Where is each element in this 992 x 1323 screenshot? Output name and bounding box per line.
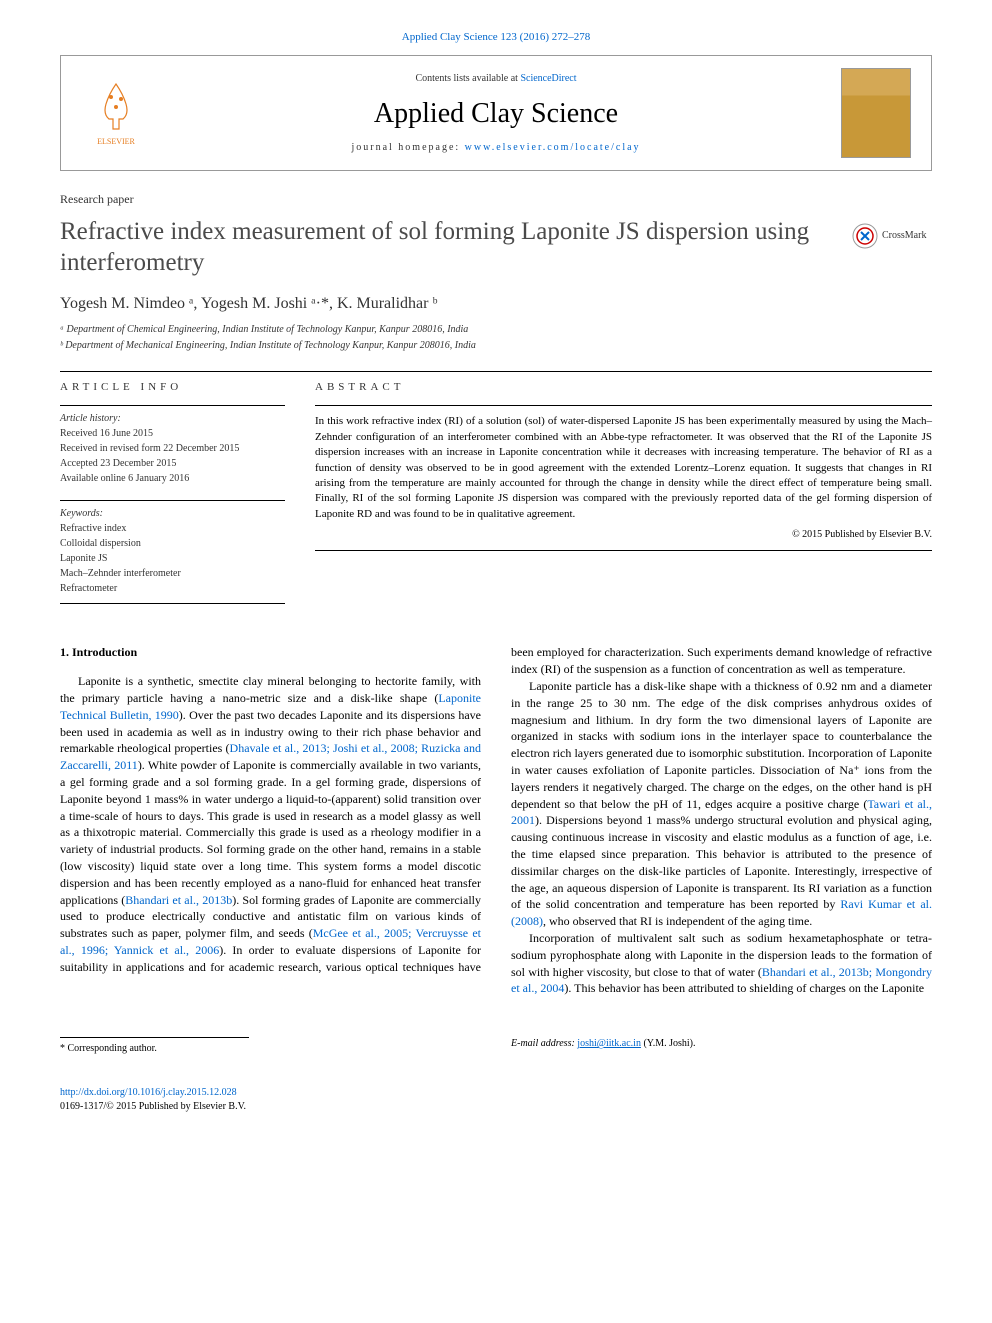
affiliation-b: ᵇ Department of Mechanical Engineering, … <box>60 339 932 353</box>
corresponding-author: * Corresponding author. <box>60 1042 249 1056</box>
doi-link[interactable]: http://dx.doi.org/10.1016/j.clay.2015.12… <box>60 1087 237 1098</box>
journal-reference: Applied Clay Science 123 (2016) 272–278 <box>60 30 932 45</box>
keyword: Refractometer <box>60 582 285 596</box>
body-text: ). This behavior has been attributed to … <box>564 981 924 995</box>
abstract-text: In this work refractive index (RI) of a … <box>315 405 932 522</box>
doi-block: http://dx.doi.org/10.1016/j.clay.2015.12… <box>60 1086 932 1114</box>
email-author: (Y.M. Joshi). <box>641 1038 696 1049</box>
abstract-copyright: © 2015 Published by Elsevier B.V. <box>315 528 932 551</box>
journal-homepage: journal homepage: www.elsevier.com/locat… <box>151 141 841 155</box>
intro-paragraph-2: Laponite particle has a disk-like shape … <box>511 678 932 930</box>
crossmark-label: CrossMark <box>882 229 926 243</box>
history-revised: Received in revised form 22 December 201… <box>60 442 285 456</box>
intro-heading: 1. Introduction <box>60 644 481 661</box>
keyword: Colloidal dispersion <box>60 537 285 551</box>
homepage-label: journal homepage: <box>351 142 464 153</box>
contents-text: Contents lists available at <box>415 73 520 84</box>
journal-title: Applied Clay Science <box>151 94 841 133</box>
intro-paragraph-3: Incorporation of multivalent salt such a… <box>511 930 932 997</box>
article-body: 1. Introduction Laponite is a synthetic,… <box>60 644 932 997</box>
article-type: Research paper <box>60 191 932 208</box>
journal-cover-thumbnail <box>841 68 911 158</box>
sciencedirect-link[interactable]: ScienceDirect <box>520 73 576 84</box>
history-accepted: Accepted 23 December 2015 <box>60 457 285 471</box>
body-text: , who observed that RI is independent of… <box>543 914 812 928</box>
elsevier-tree-icon <box>91 79 141 134</box>
homepage-link[interactable]: www.elsevier.com/locate/clay <box>465 142 641 153</box>
history-online: Available online 6 January 2016 <box>60 472 285 486</box>
crossmark-icon <box>852 223 878 249</box>
publisher-logo: ELSEVIER <box>81 73 151 153</box>
history-received: Received 16 June 2015 <box>60 427 285 441</box>
journal-header: ELSEVIER Contents lists available at Sci… <box>60 55 932 171</box>
citation-link[interactable]: Bhandari et al., 2013b <box>125 893 232 907</box>
contents-line: Contents lists available at ScienceDirec… <box>151 72 841 86</box>
keywords-block: Keywords: Refractive index Colloidal dis… <box>60 500 285 604</box>
email-line: E-mail address: joshi@iitk.ac.in (Y.M. J… <box>511 1037 700 1051</box>
article-history: Article history: Received 16 June 2015 R… <box>60 405 285 486</box>
keyword: Mach–Zehnder interferometer <box>60 567 285 581</box>
body-text: ). White powder of Laponite is commercia… <box>60 758 481 906</box>
affiliations: ᵃ Department of Chemical Engineering, In… <box>60 323 932 353</box>
crossmark-badge[interactable]: CrossMark <box>852 216 932 256</box>
abstract-label: ABSTRACT <box>315 380 932 395</box>
issn-copyright: 0169-1317/© 2015 Published by Elsevier B… <box>60 1100 932 1114</box>
article-title: Refractive index measurement of sol form… <box>60 216 832 279</box>
keywords-label: Keywords: <box>60 507 285 521</box>
body-text: Laponite is a synthetic, smectite clay m… <box>60 674 481 705</box>
divider <box>60 371 932 372</box>
keyword: Laponite JS <box>60 552 285 566</box>
email-link[interactable]: joshi@iitk.ac.in <box>577 1038 641 1049</box>
page-footer: * Corresponding author. E-mail address: … <box>60 1037 932 1056</box>
authors: Yogesh M. Nimdeo ᵃ, Yogesh M. Joshi ᵃ·*,… <box>60 293 932 315</box>
article-info-label: ARTICLE INFO <box>60 380 285 395</box>
email-label: E-mail address: <box>511 1038 577 1049</box>
body-text: Laponite particle has a disk-like shape … <box>511 679 932 811</box>
affiliation-a: ᵃ Department of Chemical Engineering, In… <box>60 323 932 337</box>
publisher-name: ELSEVIER <box>97 136 135 147</box>
keyword: Refractive index <box>60 522 285 536</box>
history-label: Article history: <box>60 412 285 426</box>
